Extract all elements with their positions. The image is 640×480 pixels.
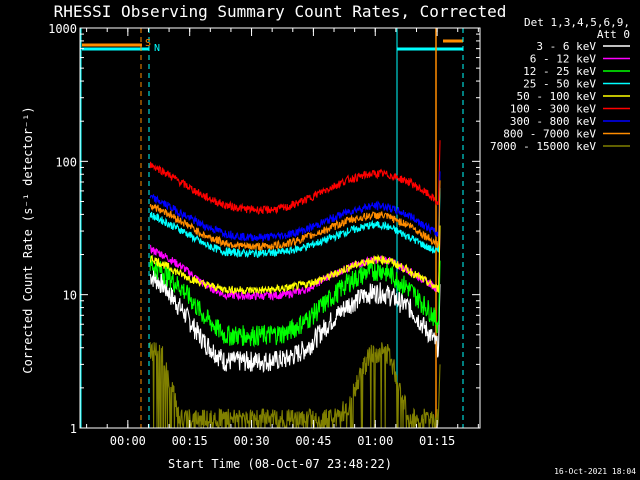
series-50-100-kev bbox=[149, 225, 441, 295]
timestamp: 16-Oct-2021 18:04 bbox=[554, 467, 636, 476]
y-tick-label: 1 bbox=[70, 422, 77, 436]
series-3-6-kev bbox=[149, 270, 441, 374]
series-line bbox=[149, 188, 441, 259]
x-tick-label: 01:15 bbox=[419, 434, 455, 448]
series-line bbox=[149, 225, 441, 295]
series-25-50-kev bbox=[149, 188, 441, 259]
plot-frame bbox=[79, 27, 481, 429]
x-tick-label: 00:00 bbox=[110, 434, 146, 448]
x-tick-label: 00:15 bbox=[172, 434, 208, 448]
legend-header-line-1: Det 1,3,4,5,6,9, bbox=[524, 16, 630, 29]
x-tick-label: 00:30 bbox=[233, 434, 269, 448]
series-12-25-kev bbox=[149, 255, 441, 348]
x-axis-label: Start Time (08-Oct-07 23:48:22) bbox=[168, 457, 392, 471]
y-tick-label: 1000 bbox=[48, 22, 77, 36]
series-line bbox=[149, 270, 441, 374]
series-800-7000-kev bbox=[149, 180, 441, 252]
legend-label: 12 - 25 keV bbox=[523, 65, 596, 78]
legend-label: 6 - 12 keV bbox=[530, 53, 597, 66]
series-line bbox=[149, 255, 441, 348]
y-tick-label: 10 bbox=[63, 289, 77, 303]
x-tick-label: 01:00 bbox=[357, 434, 393, 448]
series-line bbox=[149, 180, 441, 252]
series-100-300-kev bbox=[149, 140, 441, 215]
series-300-800-kev bbox=[149, 171, 441, 243]
legend-label: 300 - 800 keV bbox=[510, 115, 596, 128]
y-axis: 1 10 100 1000 bbox=[48, 22, 480, 436]
chart-title: RHESSI Observing Summary Count Rates, Co… bbox=[54, 2, 507, 21]
annotation-n: N bbox=[154, 43, 160, 54]
series-7000-15000-kev bbox=[149, 341, 441, 431]
legend-label: 50 - 100 keV bbox=[517, 90, 597, 103]
legend-label: 7000 - 15000 keV bbox=[490, 140, 596, 153]
y-tick-label: 100 bbox=[55, 155, 77, 169]
legend-label: 100 - 300 keV bbox=[510, 103, 596, 116]
legend-label: 3 - 6 keV bbox=[536, 40, 596, 53]
y-axis-label: Corrected Count Rate (s⁻¹ detector⁻¹) bbox=[21, 106, 35, 373]
legend-label: 25 - 50 keV bbox=[523, 78, 596, 91]
x-axis: 00:00 00:15 00:30 00:45 01:00 01:15 bbox=[86, 28, 479, 448]
series-line bbox=[149, 341, 441, 431]
annotation-s: S bbox=[145, 38, 151, 49]
series-line bbox=[149, 140, 441, 215]
x-tick-label: 00:45 bbox=[295, 434, 331, 448]
legend-label: 800 - 7000 keV bbox=[503, 128, 596, 141]
series-line bbox=[149, 171, 441, 243]
legend-header-line-2: Att 0 bbox=[597, 28, 630, 41]
